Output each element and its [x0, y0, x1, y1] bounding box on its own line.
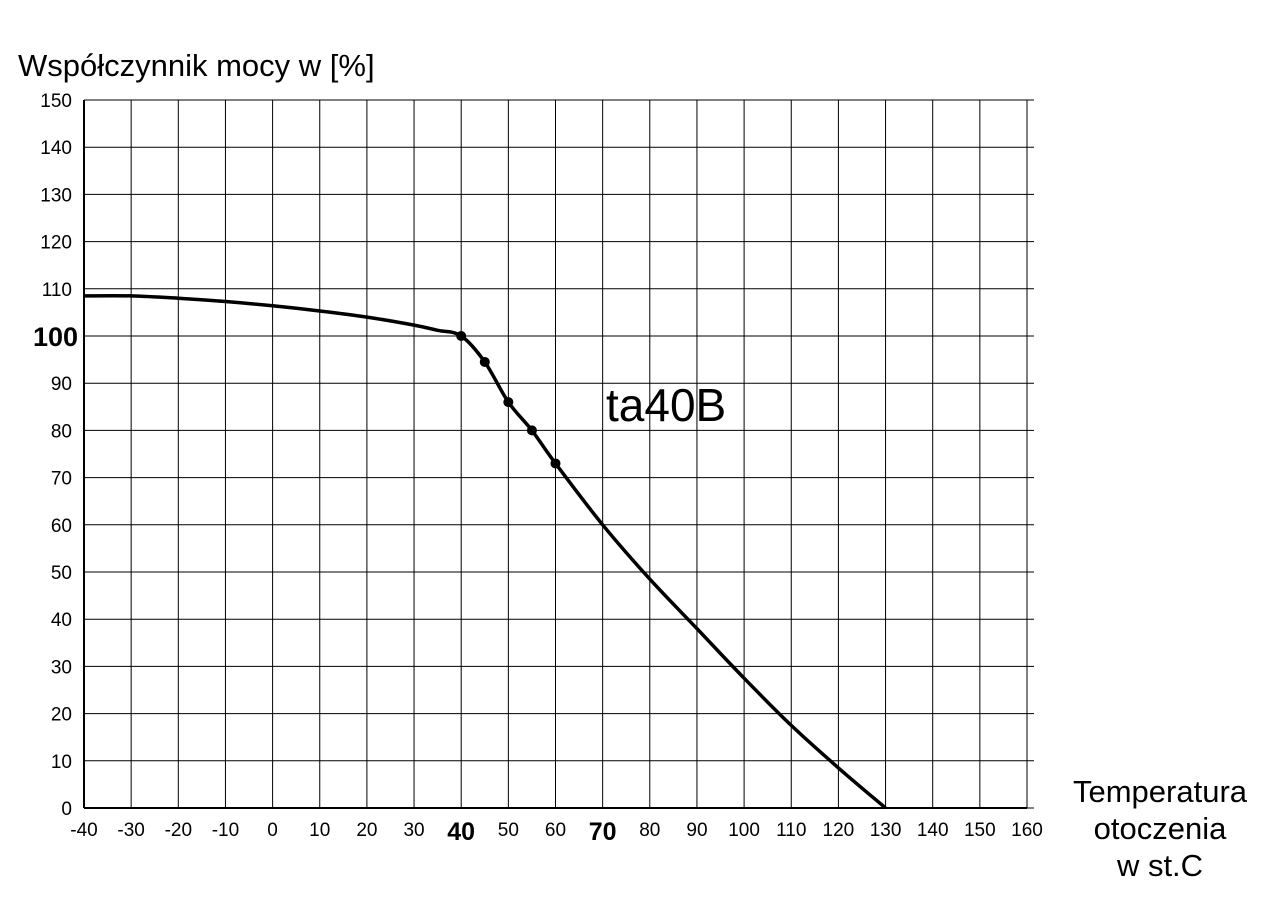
x-tick-label: 40 [447, 818, 475, 846]
y-axis-title: Współczynnik mocy w [%] [18, 48, 375, 83]
x-tick-label: 100 [728, 820, 760, 841]
x-axis-title-line-1: Temperatura [1073, 774, 1248, 809]
x-tick-label: 60 [545, 820, 566, 841]
series-line [83, 293, 887, 810]
y-tick-label: 110 [42, 280, 72, 301]
x-tick-label: -10 [212, 820, 239, 841]
y-tick-label: 80 [51, 421, 72, 442]
grid [83, 99, 1034, 809]
x-tick-label: 160 [1011, 820, 1043, 841]
series-annotation: ta40B [606, 379, 726, 431]
x-axis-title-line-2: otoczenia [1094, 811, 1227, 846]
x-tick-label: 10 [309, 820, 330, 841]
x-axis-title-line-3: w st.C [1116, 848, 1203, 883]
y-tick-label: 130 [40, 185, 72, 206]
y-tick-label: 20 [51, 705, 72, 726]
x-tick-label: -40 [70, 820, 97, 841]
x-tick-label: 110 [776, 820, 806, 841]
y-tick-label: 120 [40, 233, 72, 254]
data-point-marker [526, 425, 537, 436]
x-tick-label: 50 [498, 820, 519, 841]
x-tick-label: 0 [267, 820, 278, 841]
x-tick-label: 20 [356, 820, 377, 841]
data-point-marker [550, 458, 561, 469]
x-tick-label: 80 [639, 820, 660, 841]
y-tick-label: 0 [61, 799, 72, 820]
x-tick-label: 70 [589, 818, 617, 846]
y-tick-label: 30 [51, 657, 72, 678]
y-tick-label: 10 [51, 752, 72, 773]
data-point-marker [479, 356, 490, 367]
series-layer [83, 293, 887, 810]
x-tick-label: -30 [117, 820, 144, 841]
y-tick-label: 150 [40, 91, 72, 112]
y-tick-label: 100 [33, 322, 78, 352]
x-tick-label: 150 [964, 820, 996, 841]
x-tick-label: 120 [823, 820, 855, 841]
axes: -40 -30 -20 -10 0 10 20 30 40 50 60 70 80 90 100 110 120… [33, 91, 1043, 846]
y-tick-label: 140 [40, 138, 72, 159]
markers-layer [456, 331, 561, 469]
y-tick-label: 70 [51, 469, 72, 490]
x-tick-label: 130 [870, 820, 902, 841]
labels-layer: Współczynnik mocy w [%] ta40B Temperatur… [18, 48, 1248, 883]
y-tick-label: 60 [51, 516, 72, 537]
data-point-marker [456, 331, 467, 341]
y-tick-label: 90 [51, 374, 72, 395]
x-tick-label: -20 [165, 820, 192, 841]
x-tick-label: 140 [917, 820, 949, 841]
data-point-marker [503, 397, 514, 408]
y-tick-label: 40 [51, 610, 72, 631]
y-tick-label: 50 [51, 563, 72, 584]
x-tick-label: 90 [686, 820, 707, 841]
x-tick-label: 30 [403, 820, 424, 841]
